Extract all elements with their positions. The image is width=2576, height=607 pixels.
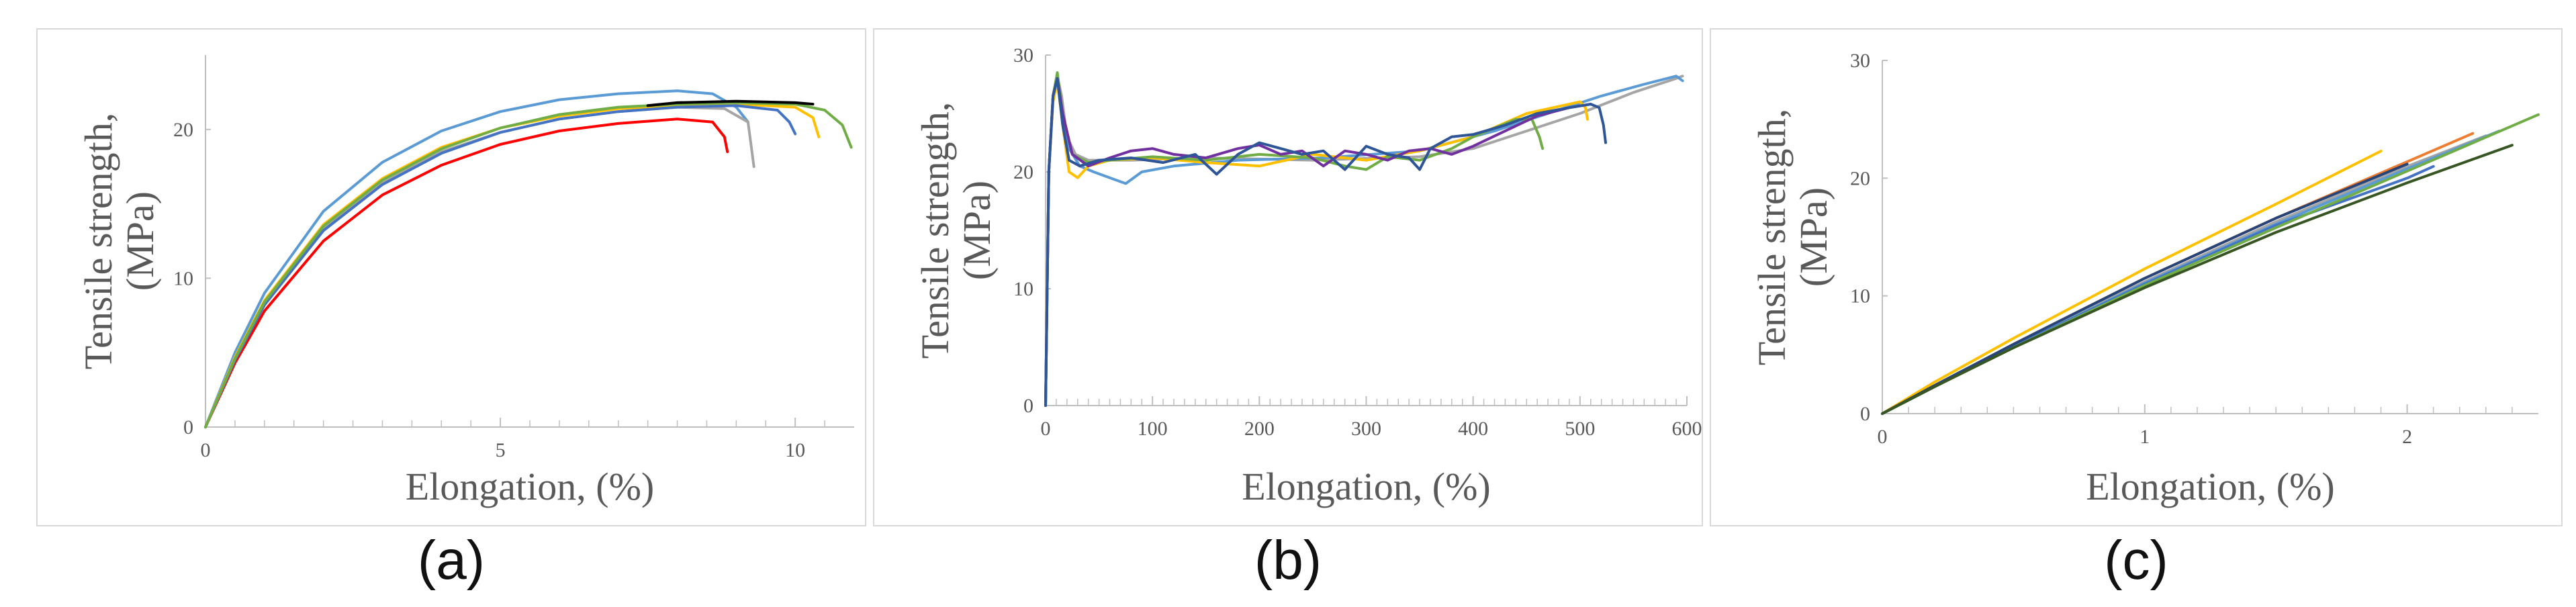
y-tick-label: 10 <box>173 267 193 289</box>
series-line-5 <box>204 104 797 428</box>
y-axis-label-line: Tensile strength, <box>913 102 957 359</box>
x-tick-label: 100 <box>1138 418 1168 440</box>
y-tick-label: 0 <box>183 416 193 438</box>
caption-b: (b) <box>1254 530 1322 591</box>
y-axis-label-line: Tensile strength, <box>1750 109 1794 366</box>
caption-c: (c) <box>2104 530 2168 591</box>
y-axis-label: Tensile strength,(MPa) <box>77 113 162 370</box>
series-line-3 <box>204 105 755 428</box>
y-axis-label: Tensile strength,(MPa) <box>1750 109 1835 366</box>
y-tick-label: 30 <box>1850 50 1870 72</box>
x-tick-label: 1 <box>2140 426 2150 448</box>
x-tick-label: 5 <box>496 439 506 461</box>
x-tick-label: 0 <box>201 439 211 461</box>
x-tick-label: 10 <box>785 439 805 461</box>
x-axis-label: Elongation, (%) <box>1242 465 1490 508</box>
chart-a: 0 5 10 0 10 20 Elongation, (%) Tensile strength… <box>77 55 854 508</box>
series-line-1 <box>204 89 749 428</box>
x-tick-label: 400 <box>1458 418 1488 440</box>
y-axis-label-line: (MPa) <box>955 181 999 280</box>
series-line-4 <box>1044 71 1545 407</box>
x-tick-label: 300 <box>1351 418 1381 440</box>
series-line-2 <box>1044 75 1684 407</box>
series-line-7 <box>646 99 815 107</box>
y-axis-label-line: (MPa) <box>118 191 162 291</box>
y-axis-label-line: (MPa) <box>1792 187 1835 287</box>
series-line-1 <box>1881 150 2383 415</box>
x-axis-label: Elongation, (%) <box>406 465 654 508</box>
x-tick-label: 0 <box>1041 418 1051 440</box>
series-line-6 <box>1881 113 2540 415</box>
chart-panel-c: 0 1 2 0 10 20 30 Elongation, (%) Tensile strengt… <box>1710 28 2563 526</box>
series-line-8 <box>1881 144 2514 415</box>
y-tick-label: 20 <box>1850 167 1870 189</box>
y-tick-label: 20 <box>1013 161 1033 183</box>
caption-a: (a) <box>417 530 486 591</box>
series-line-4 <box>1881 130 2501 415</box>
chart-b: 0 100 200 300 400 500 600 0 10 20 30 Elongation, (%… <box>913 44 1702 508</box>
x-axis-label: Elongation, (%) <box>2086 465 2334 508</box>
chart-panel-a: 0 5 10 0 10 20 Elongation, (%) Tensile strength… <box>36 28 866 526</box>
x-tick-label: 200 <box>1244 418 1275 440</box>
y-tick-label: 30 <box>1013 44 1033 66</box>
y-tick-label: 20 <box>173 119 193 141</box>
y-tick-label: 10 <box>1013 278 1033 300</box>
y-tick-label: 10 <box>1850 285 1870 308</box>
y-tick-label: 0 <box>1860 403 1870 425</box>
chart-panel-b: 0 100 200 300 400 500 600 0 10 20 30 Elongation, (%… <box>873 28 1703 526</box>
series-line-6 <box>204 101 853 428</box>
y-axis-label-line: Tensile strength, <box>77 113 120 370</box>
x-tick-label: 600 <box>1672 418 1702 440</box>
x-tick-label: 0 <box>1878 426 1888 448</box>
series-line-6 <box>1044 77 1607 407</box>
series-line-5 <box>1044 77 1592 407</box>
y-axis-label: Tensile strength,(MPa) <box>913 102 999 359</box>
series-line-1 <box>1044 75 1684 407</box>
x-tick-label: 500 <box>1565 418 1595 440</box>
x-tick-label: 2 <box>2402 426 2412 448</box>
y-tick-label: 0 <box>1023 395 1033 417</box>
series-line-2 <box>204 118 729 428</box>
